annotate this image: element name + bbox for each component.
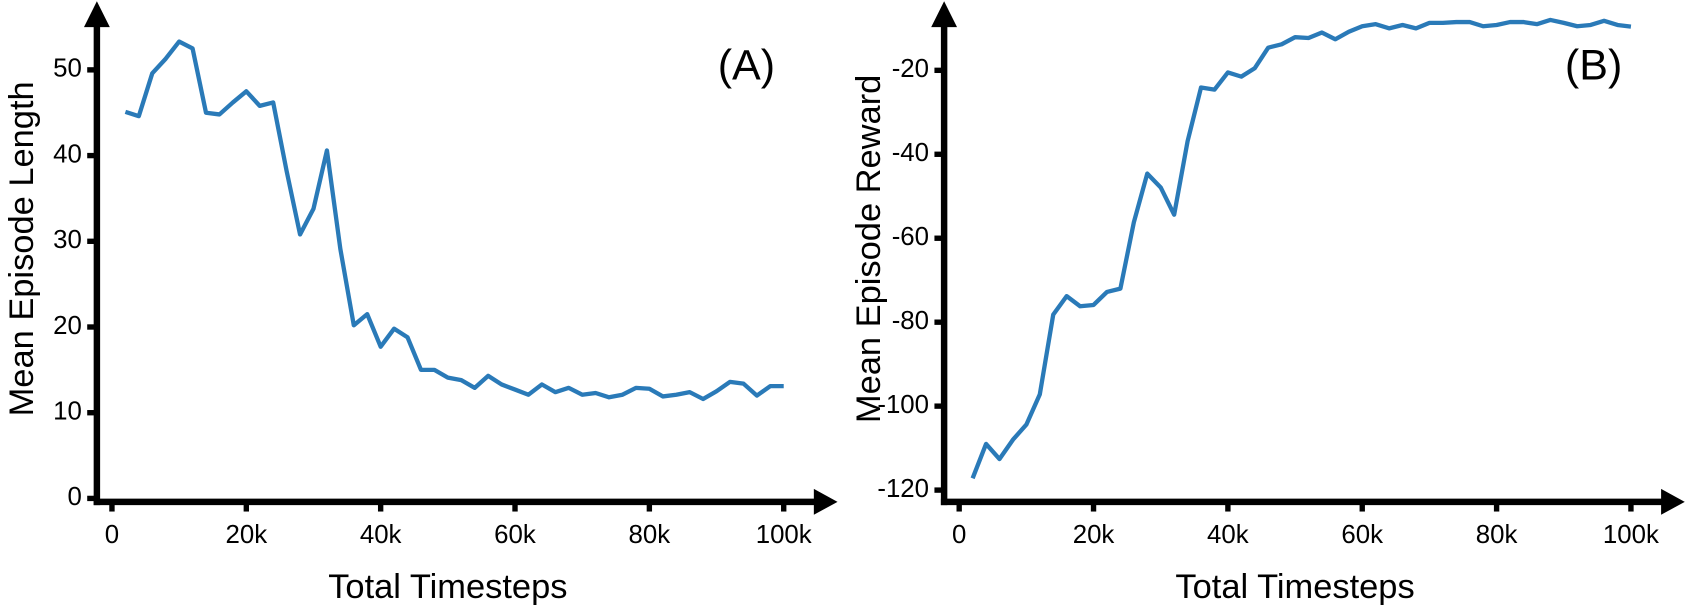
x-tick-label: 60k — [1341, 521, 1383, 549]
x-tick-label: 20k — [225, 521, 267, 549]
y-tick-label: -60 — [892, 223, 929, 251]
chart: 0 10 20 30 40 50 0 20k 40k 60k 80k 100k Total Timest… — [3, 1, 838, 606]
x-tick-label: 80k — [1476, 521, 1518, 549]
x-tick-label: 0 — [105, 521, 119, 549]
y-tick-label: 40 — [53, 140, 82, 168]
panel-label: (A) — [718, 41, 775, 89]
x-tick-label: 0 — [952, 521, 966, 549]
x-axis-arrow — [813, 488, 838, 515]
x-tick-label: 40k — [360, 521, 402, 549]
x-tick-label: 40k — [1207, 521, 1249, 549]
y-axis-arrow — [931, 1, 958, 28]
y-tick-label: -20 — [892, 55, 929, 83]
x-axis-label: Total Timesteps — [1175, 568, 1414, 606]
y-tick-label: 0 — [67, 483, 81, 511]
y-tick-label: 10 — [53, 398, 82, 426]
x-tick-label: 80k — [629, 521, 671, 549]
x-axis-arrow — [1661, 488, 1685, 515]
y-axis-label: Mean Episode Length — [3, 81, 41, 416]
y-tick-label: -120 — [877, 475, 929, 503]
y-axis-label: Mean Episode Reward — [850, 75, 888, 423]
y-tick-label: 20 — [53, 312, 82, 340]
y-axis-arrow — [83, 1, 110, 28]
data-line — [124, 39, 784, 402]
x-tick-label: 60k — [494, 521, 536, 549]
chart: -120 -100 -80 -60 -40 -20 0 20k 40k 60k 80k 100k Tot… — [850, 1, 1685, 606]
y-tick-label: -100 — [877, 391, 929, 419]
y-tick-label: 30 — [53, 226, 82, 254]
x-tick-label: 20k — [1073, 521, 1115, 549]
x-axis-label: Total Timesteps — [328, 568, 567, 606]
data-line — [970, 17, 1632, 480]
x-tick-label: 100k — [1603, 521, 1659, 549]
y-tick-label: -40 — [892, 139, 929, 167]
y-tick-label: -80 — [892, 307, 929, 335]
y-tick-label: 50 — [53, 55, 82, 83]
x-tick-label: 100k — [756, 521, 812, 549]
panel-label: (B) — [1565, 41, 1622, 89]
